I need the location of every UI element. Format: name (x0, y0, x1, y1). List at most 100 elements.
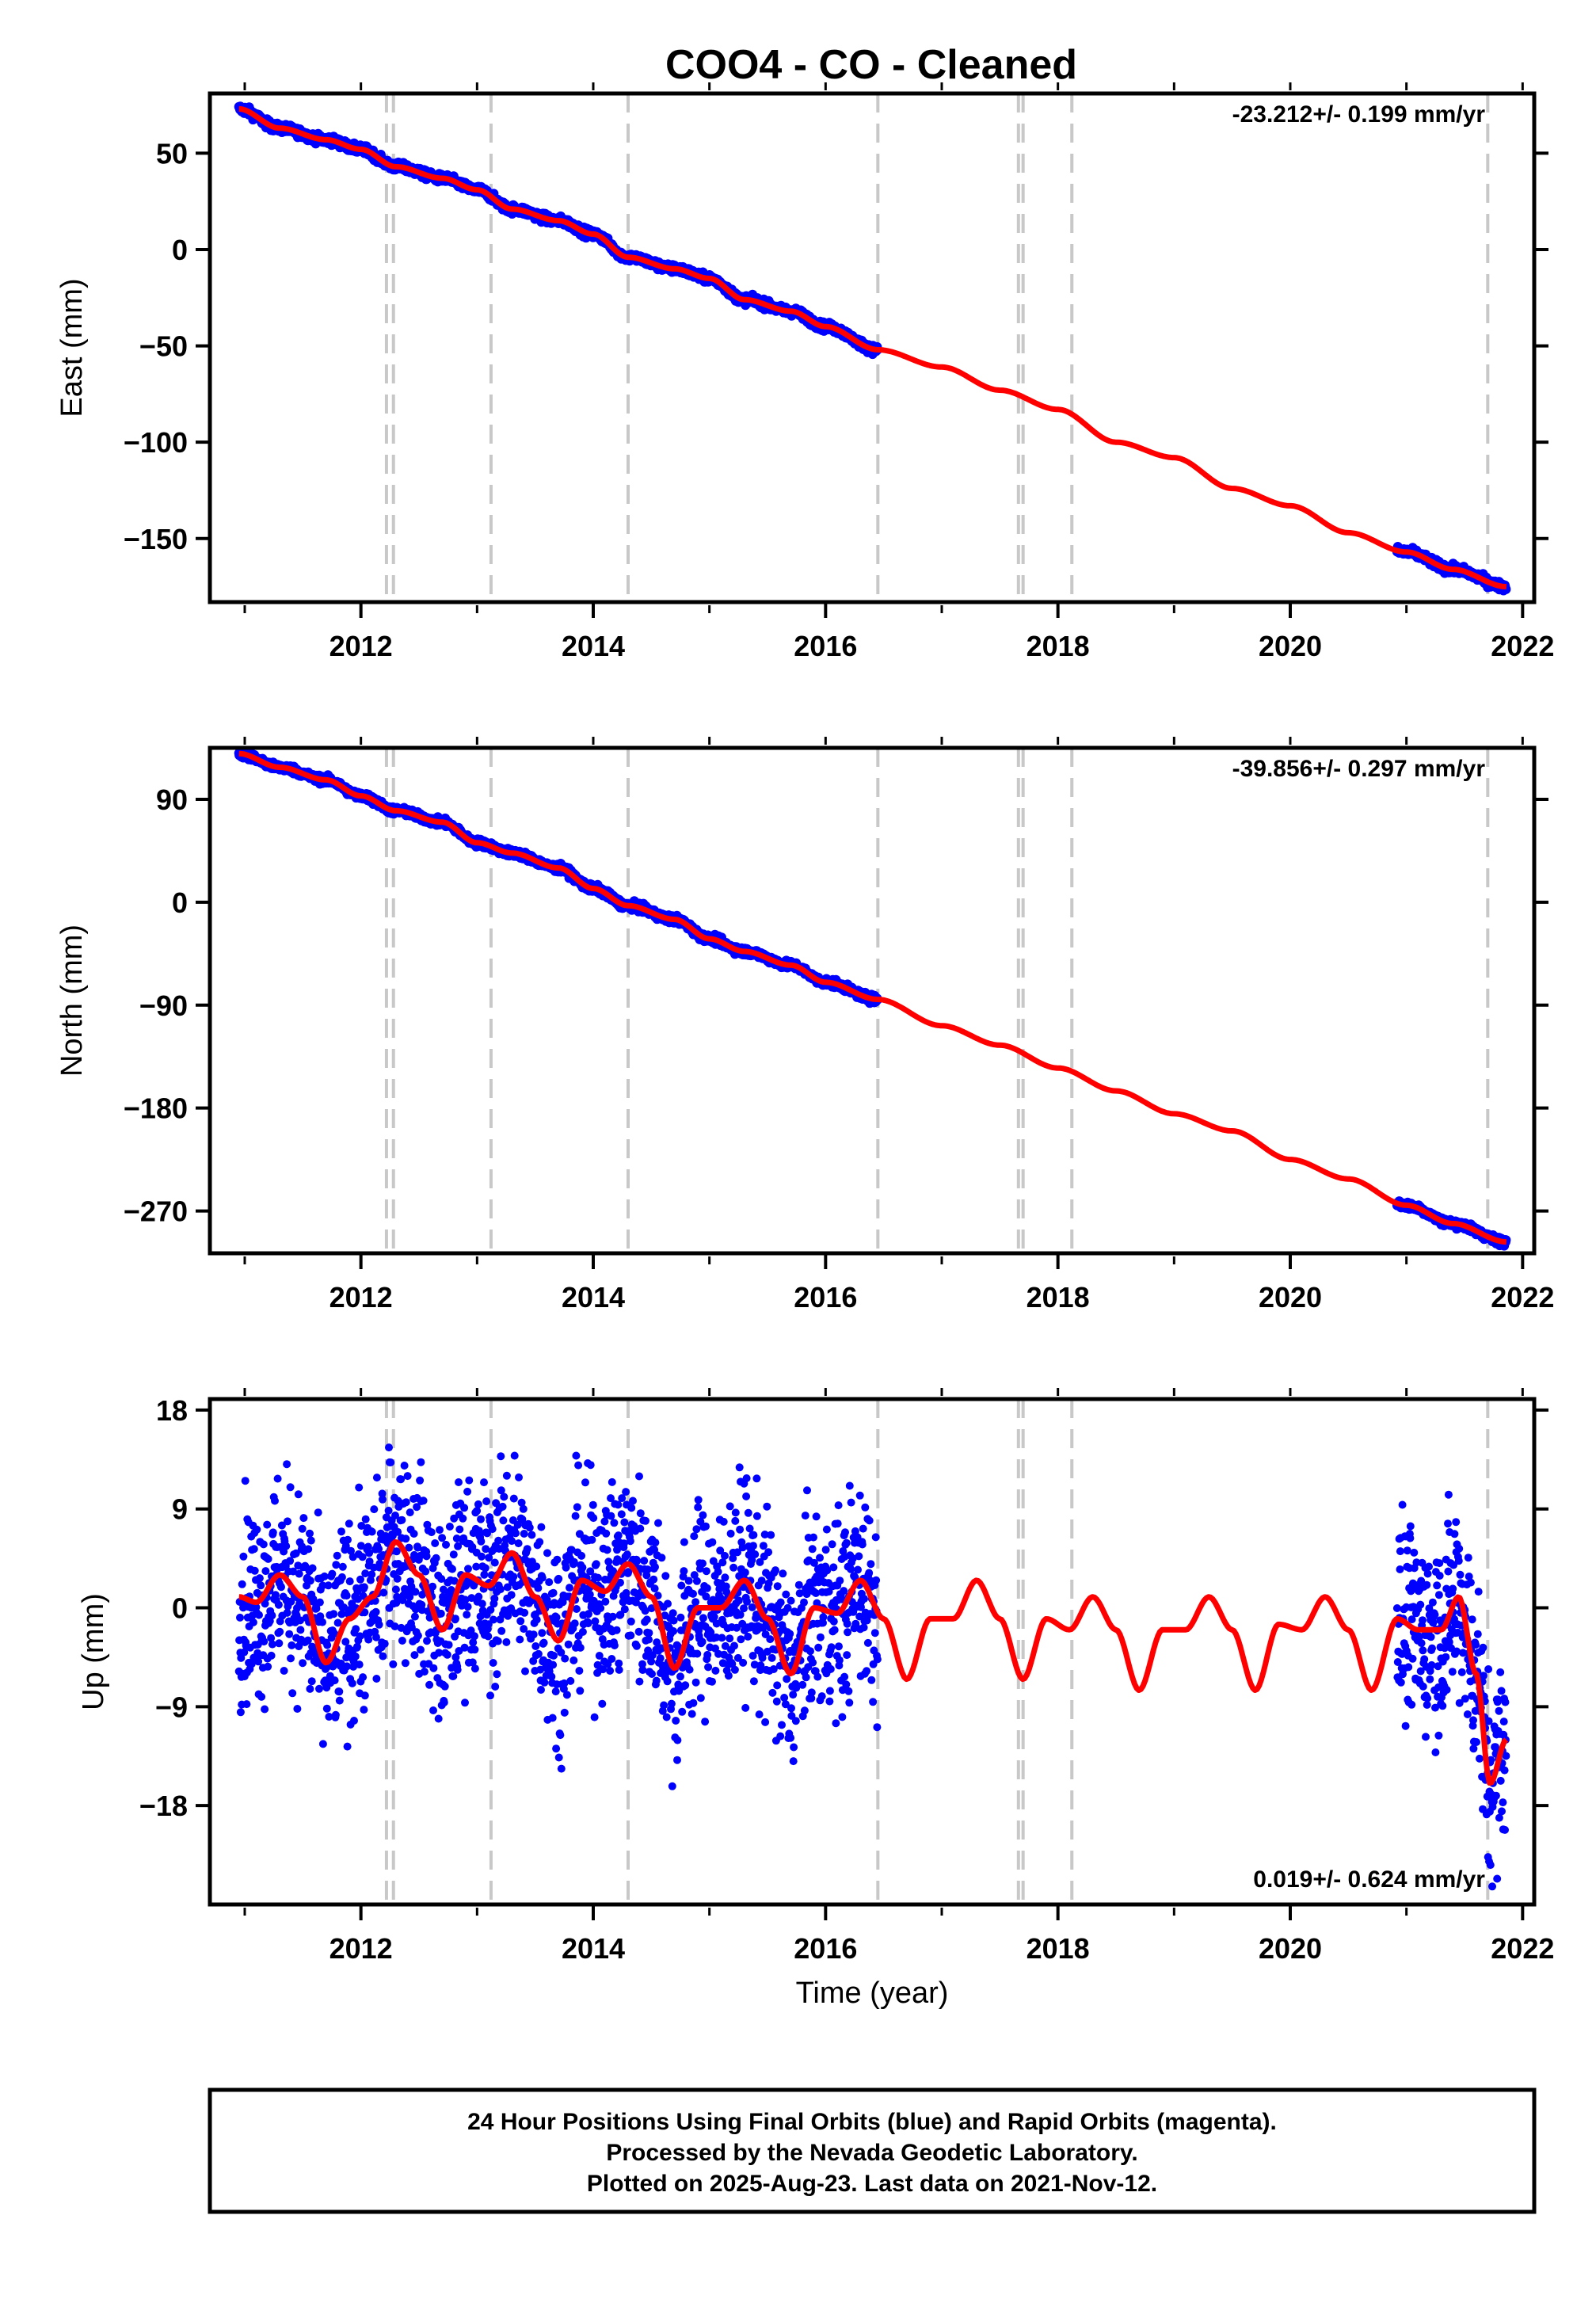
y-tick-label: 50 (156, 137, 188, 170)
x-tick-label: 2020 (1259, 1281, 1322, 1313)
east-plot-area: 2012 2014 2016 2018 2020 2022500−50−100−150Ea… (55, 82, 1554, 662)
data-point (304, 1545, 313, 1554)
data-point (318, 1740, 327, 1748)
data-point (299, 1514, 308, 1523)
data-point (298, 1524, 307, 1533)
data-point (444, 1641, 453, 1649)
y-tick-label: −270 (124, 1195, 188, 1228)
data-point (429, 1706, 437, 1714)
data-point (438, 1534, 447, 1542)
data-point (257, 1692, 266, 1701)
data-point (333, 1551, 341, 1560)
data-point (358, 1553, 367, 1561)
data-point (385, 1443, 393, 1452)
data-point (398, 1516, 406, 1524)
data-point (337, 1527, 345, 1536)
data-point (314, 1508, 322, 1517)
data-point (393, 1574, 402, 1583)
x-tick-label: 2014 (562, 1281, 625, 1313)
data-point (380, 1639, 389, 1648)
data-point (400, 1462, 409, 1470)
figure-title: COO4 - CO - Cleaned (665, 42, 1077, 88)
data-point (259, 1540, 268, 1549)
data-point (350, 1717, 358, 1725)
data-point (417, 1645, 425, 1654)
data-point (402, 1535, 410, 1543)
data-point (403, 1472, 412, 1481)
data-point (318, 1618, 326, 1626)
data-point (249, 1545, 258, 1554)
data-point (443, 1650, 451, 1659)
data-point (411, 1588, 420, 1596)
data-point (280, 1667, 288, 1675)
data-point (410, 1651, 419, 1660)
data-point (236, 1613, 244, 1622)
east-rate-label: -23.212+/- 0.199 mm/yr (1232, 101, 1486, 128)
data-point (273, 1474, 282, 1483)
x-tick-label: 2018 (1027, 630, 1090, 662)
data-point (255, 1611, 263, 1619)
data-point (379, 1588, 388, 1597)
x-tick-label: 2014 (562, 630, 625, 662)
x-tick-label: 2012 (329, 630, 393, 662)
data-point (315, 1598, 324, 1607)
data-point (375, 1620, 383, 1629)
data-point (264, 1554, 272, 1563)
data-point (337, 1573, 346, 1581)
x-tick-label: 2012 (329, 1281, 393, 1313)
data-point (422, 1552, 431, 1561)
data-point (445, 1523, 454, 1531)
data-point (306, 1529, 314, 1538)
data-point (391, 1585, 400, 1594)
data-point (253, 1525, 261, 1534)
data-point (275, 1639, 284, 1648)
data-point (406, 1508, 414, 1517)
data-point (344, 1535, 352, 1544)
data-point (372, 1675, 381, 1683)
data-point (323, 1641, 332, 1649)
data-point (364, 1635, 373, 1644)
data-point (239, 1552, 248, 1561)
data-point (306, 1577, 314, 1585)
data-point (370, 1505, 379, 1514)
data-point (261, 1705, 269, 1714)
data-point (425, 1680, 434, 1689)
data-point (431, 1539, 440, 1547)
data-point (338, 1562, 347, 1571)
data-point (413, 1631, 422, 1640)
data-point (416, 1476, 425, 1485)
data-point (306, 1684, 314, 1693)
data-point (389, 1660, 398, 1668)
data-point (432, 1554, 440, 1562)
data-point (268, 1640, 276, 1649)
north-panel: 2012 2014 2016 2018 2020 2022900−90−180−270No… (55, 737, 1554, 1313)
data-point (293, 1705, 302, 1713)
data-point (401, 1659, 409, 1668)
data-point (442, 1540, 450, 1549)
data-point (263, 1520, 272, 1529)
data-point (434, 1714, 443, 1723)
data-point (307, 1677, 316, 1686)
data-point (345, 1519, 353, 1528)
data-point (423, 1637, 431, 1645)
data-point (368, 1570, 376, 1579)
y-tick-label: 0 (172, 234, 188, 266)
data-point (342, 1592, 351, 1600)
data-point (294, 1490, 303, 1499)
data-point (384, 1506, 393, 1515)
data-point (355, 1483, 364, 1492)
data-point (260, 1638, 269, 1646)
x-tick-label: 2016 (794, 1281, 857, 1313)
data-point (267, 1651, 276, 1660)
data-point (261, 1567, 270, 1576)
x-tick-label: 2020 (1259, 630, 1322, 662)
data-point (329, 1610, 338, 1618)
data-point (351, 1652, 360, 1660)
y-tick-label: 90 (156, 783, 188, 816)
data-point (402, 1498, 410, 1507)
data-point (299, 1659, 307, 1668)
data-point (361, 1515, 370, 1523)
data-point (322, 1704, 331, 1713)
data-point (436, 1609, 445, 1618)
